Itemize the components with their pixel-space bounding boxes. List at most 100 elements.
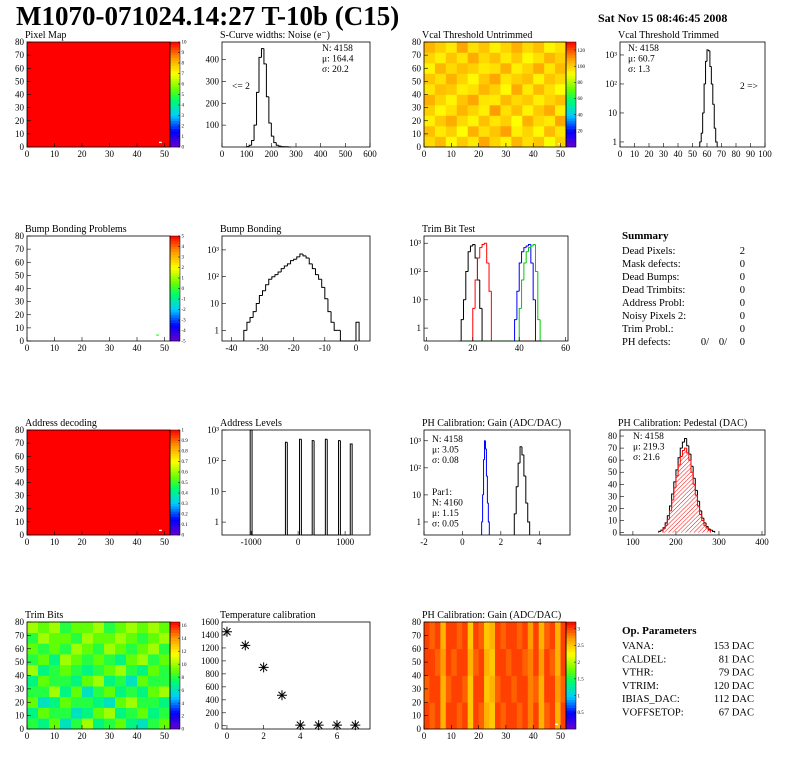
heat-cell [467,52,479,64]
hist-bin [701,514,704,522]
hist-bin [681,450,685,457]
heat-cell [555,52,567,64]
heat-cell [137,632,149,644]
hist-bin [515,486,519,514]
hist-bin [318,274,322,280]
palette-slice [170,144,180,148]
heat-cell [544,115,556,127]
palette-slice [566,94,576,98]
hist-bin [483,242,487,245]
hist-bin [709,50,712,68]
hist-hatch [699,514,702,533]
heat-cell [516,648,523,676]
heat-cell [137,622,149,633]
palette-tick-label: 14 [182,637,188,642]
hist-bin [253,124,257,141]
heat-cell [27,707,39,719]
heat-cell [60,632,72,644]
plot-frame [619,429,766,536]
x-tick-label: 40 [133,731,143,741]
heat-cell [126,718,138,730]
heat-cell [555,622,561,650]
palette-slice [170,94,180,98]
heat-pixel [555,723,558,725]
heat-cell [49,675,61,687]
palette-slice [566,128,576,132]
palette-slice [170,624,180,628]
heat-cell [544,648,550,676]
palette-tick-label: 0.1 [182,523,189,528]
y-tick-label: 10 [412,490,422,500]
palette-slice [170,506,180,510]
heat-cell [467,115,479,127]
heat-cell [451,622,458,650]
palette-slice [566,704,576,708]
heat-cell [533,63,545,74]
hist-bin [521,251,524,263]
heat-cell [500,675,507,703]
hist-bin [474,279,478,309]
stats-line: N: 4160 [432,499,463,509]
y-tick-label: 0 [20,530,25,540]
heat-cell [478,94,490,106]
y-tick-label: 10² [207,272,219,282]
heat-cell [555,126,567,137]
x-tick-label: 100 [240,149,254,159]
palette-slice [566,42,576,45]
heat-cell [511,84,523,95]
palette-slice [566,686,576,690]
summary-label: Address Probl: [622,298,685,309]
hist-bin [260,48,264,58]
annotation: <= 2 [232,82,250,92]
hist-bin [490,291,494,342]
y-tick-label: 1 [215,517,220,527]
annotation: 2 => [740,82,758,92]
x-tick-label: 2 [499,537,504,547]
x-tick-label: -40 [225,343,237,353]
heat-cell [505,648,512,676]
hist-bin [699,141,702,147]
palette-tick-label: 0.2 [182,513,189,518]
hist-bin [333,322,338,331]
heat-cell [434,105,447,116]
y-tick-label: 100 [206,120,220,130]
heat-cell [38,707,50,719]
heat-cell [126,696,138,708]
heat-cell [60,707,72,719]
heat-cell [489,622,496,650]
palette-slice [170,445,180,449]
heat-cell [104,707,116,719]
palette-slice [170,487,180,491]
palette-slice [170,251,180,255]
heat-cell [115,664,127,676]
palette-tick-label: 0 [182,287,185,292]
x-tick-label: 0 [25,343,30,353]
palette-tick-label: 20 [578,130,584,135]
y-tick-label: 50 [15,464,25,474]
palette-tick-label: 120 [578,49,586,54]
heat-cell [424,126,436,137]
y-tick-label: 10 [412,711,422,721]
heat-cell [137,696,149,708]
hist-bin [664,524,668,529]
palette-slice [170,335,180,339]
palette-slice [170,330,180,334]
y-tick-label: 80 [412,37,422,47]
palette-slice [170,493,180,496]
palette-tick-label: 40 [578,113,584,118]
palette-slice [170,712,180,716]
x-tick-label: 4 [537,537,542,547]
summary-value: 0 [740,285,745,296]
palette-slice [170,524,180,528]
palette-slice [170,511,180,515]
hist-bin [349,443,353,535]
x-tick-label: 10 [50,343,60,353]
palette-tick-label: 4 [182,104,185,109]
stats-line: Par1: [432,488,452,498]
heat-cell [159,643,171,655]
heat-cell [489,126,501,137]
y-tick-label: 0 [215,721,220,731]
heat-cell [489,63,501,74]
heat-cell [560,648,567,676]
heat-cell [93,643,105,655]
